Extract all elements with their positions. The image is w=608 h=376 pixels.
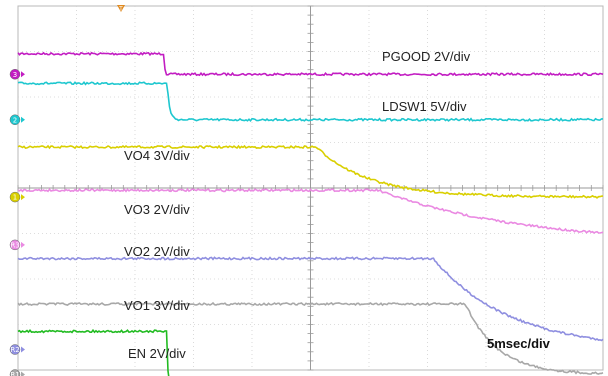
ground-marker-text: R3 [10,241,19,249]
channel-ground-markers: 321R3R2R14 [9,69,25,376]
ground-marker-vo4: 1 [9,191,25,203]
trace-label-en: EN 2V/div [128,346,186,361]
graticule [17,5,604,371]
ground-marker-dot [9,191,21,203]
trace-label-vo2: VO2 2V/div [124,244,190,259]
ground-marker-text: R1 [10,371,19,376]
ground-marker-dot [9,114,21,125]
trace-labels: PGOOD 2V/div LDSW1 5V/div VO4 3V/div VO3 2V… [124,49,471,361]
ground-marker-arrow [21,194,25,201]
ground-marker-text: 1 [13,194,17,202]
ground-marker-arrow [21,71,25,78]
timebase-label: 5msec/div [487,336,551,351]
ground-marker-text: 2 [13,116,17,124]
trace-label-vo1: VO1 3V/div [124,298,190,313]
ground-marker-text: R2 [10,346,19,354]
ground-marker-ldsw1: 2 [9,114,25,125]
ground-marker-arrow [21,346,25,353]
trace-vo4 [17,144,604,199]
trigger-marker-letter: T [118,6,123,13]
ground-marker-arrow [21,241,25,248]
ground-marker-dot [9,344,21,355]
trace-en [17,328,170,376]
ground-marker-arrow [21,116,25,123]
trace-vo3 [17,187,604,234]
ground-marker-vo3: R3 [9,239,25,251]
trace-pgood [17,51,604,77]
ground-marker-arrow [21,371,25,376]
trace-label-vo4: VO4 3V/div [124,148,190,163]
ground-marker-vo2: R2 [9,344,25,355]
trigger-marker: T [117,5,125,13]
trace-label-vo3: VO3 2V/div [124,202,190,217]
ground-marker-text: 3 [13,71,17,79]
trace-label-pgood: PGOOD 2V/div [382,49,471,64]
ground-marker-dot [9,369,21,376]
ground-marker-pgood: 3 [9,69,25,80]
trace-vo1 [17,301,604,375]
trace-vo2 [17,256,604,342]
trace-ldsw1 [17,81,603,123]
ground-marker-dot [9,69,21,80]
waveform-traces [17,51,604,376]
trace-label-ldsw1: LDSW1 5V/div [382,99,467,114]
ground-marker-dot [9,239,21,251]
ground-marker-vo1: R1 [9,369,25,376]
